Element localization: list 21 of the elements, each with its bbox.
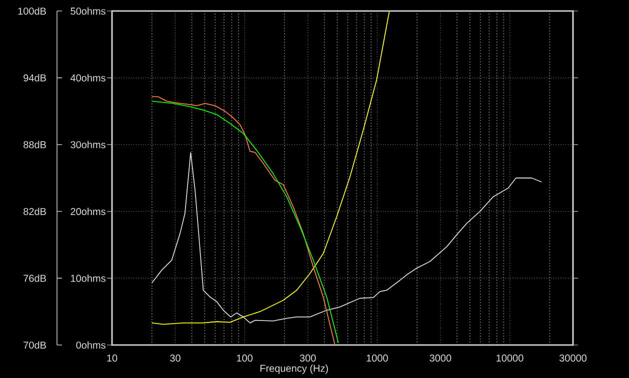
y2-tick-label: 76dB bbox=[24, 274, 46, 282]
x-tick-label: 10000 bbox=[496, 354, 524, 362]
y2-tick-label: 100dB bbox=[18, 7, 46, 15]
y2-tick-label: 88dB bbox=[24, 140, 46, 148]
x-tick-label: 3000 bbox=[430, 354, 452, 362]
y-tick-label: 10ohms bbox=[71, 274, 106, 282]
x-tick-label: 1000 bbox=[366, 354, 388, 362]
x-tick-label: 10 bbox=[107, 354, 118, 362]
y2-tick-label: 70dB bbox=[24, 341, 46, 349]
y2-tick-label: 82dB bbox=[24, 208, 46, 216]
y-tick-label: 20ohms bbox=[70, 208, 106, 216]
x-tick-label: 30000 bbox=[559, 354, 587, 362]
y2-tick-label: 94dB bbox=[24, 74, 46, 82]
y-tick-label: 0ohms bbox=[76, 341, 106, 349]
x-tick-label: 100 bbox=[237, 354, 253, 362]
y-tick-label: 50ohms bbox=[70, 7, 106, 15]
y-tick-label: 40ohms bbox=[70, 74, 106, 82]
x-axis-title: Frequency (Hz) bbox=[260, 364, 328, 374]
x-tick-label: 300 bbox=[300, 354, 316, 362]
y-tick-label: 30ohms bbox=[70, 140, 106, 148]
x-tick-label: 30 bbox=[170, 354, 180, 362]
